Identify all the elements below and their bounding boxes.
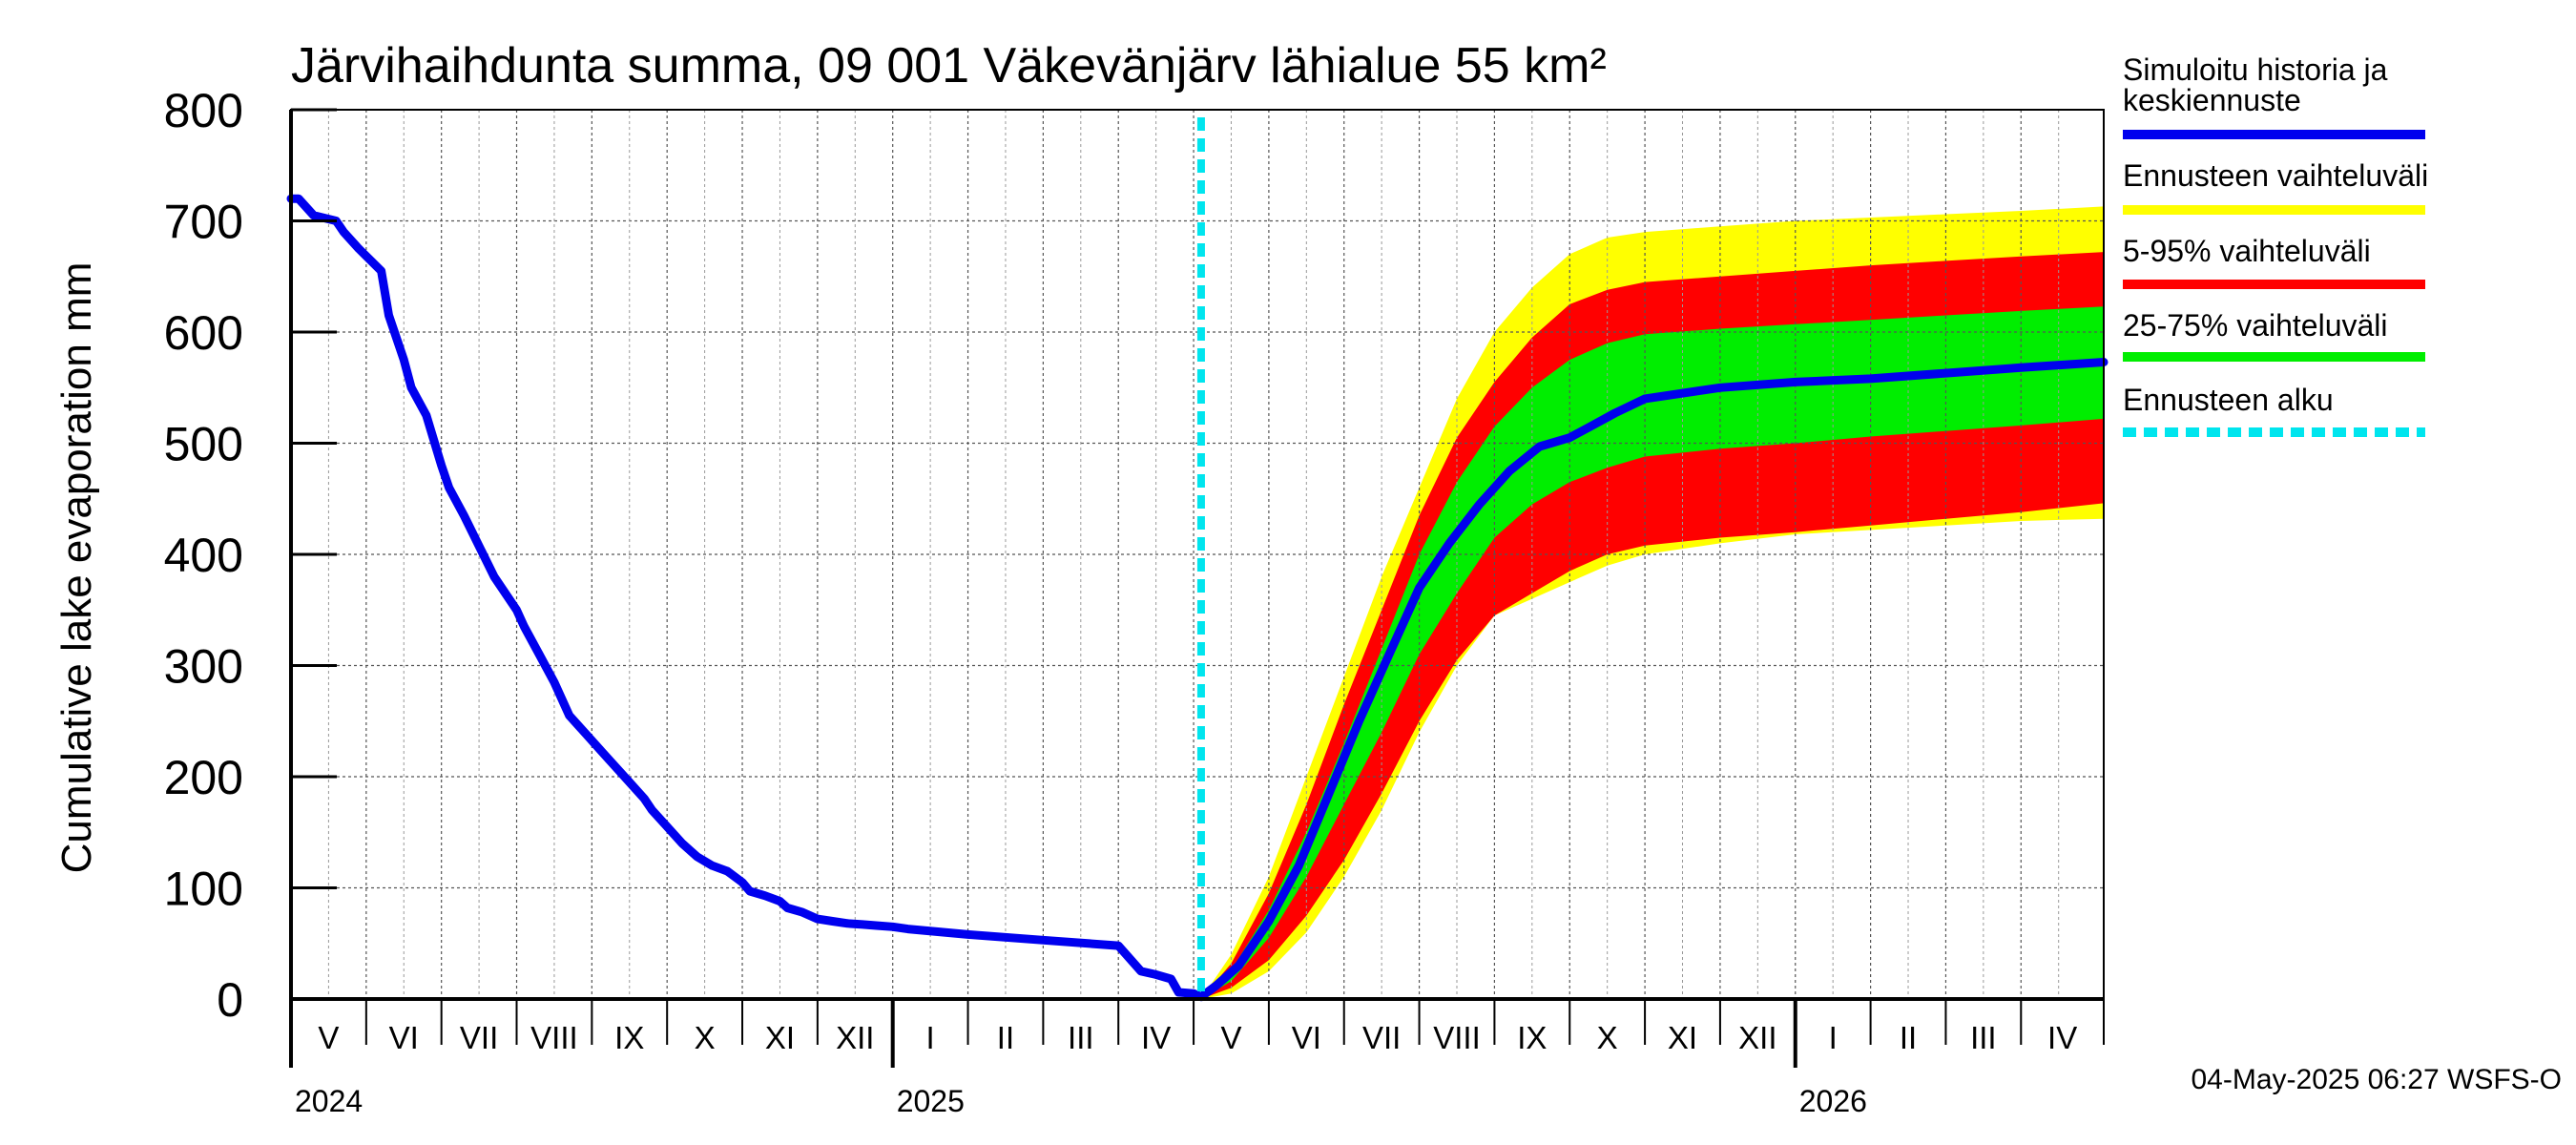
month-label: VII	[460, 1020, 498, 1055]
month-label: III	[1970, 1020, 1997, 1055]
y-tick-label: 100	[164, 863, 243, 916]
legend-label: Ennusteen alku	[2123, 383, 2334, 417]
y-tick-label: 500	[164, 418, 243, 471]
y-tick-label: 400	[164, 529, 243, 582]
month-label: X	[1597, 1020, 1618, 1055]
month-label: VIII	[530, 1020, 578, 1055]
month-label: VI	[1292, 1020, 1321, 1055]
month-label: V	[318, 1020, 339, 1055]
y-tick-label: 300	[164, 640, 243, 694]
y-tick-label: 200	[164, 751, 243, 804]
legend-label: 25-75% vaihteluväli	[2123, 308, 2388, 343]
month-label: IV	[1141, 1020, 1171, 1055]
legend-label: Ennusteen vaihteluväli	[2123, 158, 2428, 193]
month-label: VI	[389, 1020, 419, 1055]
chart-title: Järvihaihdunta summa, 09 001 Väkevänjärv…	[291, 38, 1607, 94]
month-label: II	[997, 1020, 1014, 1055]
forecast-bands	[1200, 206, 2104, 1000]
month-label: I	[1829, 1020, 1838, 1055]
y-tick-label: 800	[164, 84, 243, 137]
month-label: IX	[1517, 1020, 1547, 1055]
month-label: VII	[1362, 1020, 1401, 1055]
legend-label: 5-95% vaihteluväli	[2123, 234, 2371, 268]
y-tick-label: 0	[217, 973, 243, 1027]
month-label: II	[1900, 1020, 1917, 1055]
y-tick-label: 600	[164, 306, 243, 360]
month-label: IX	[614, 1020, 644, 1055]
month-label: IV	[2047, 1020, 2077, 1055]
month-label: III	[1068, 1020, 1094, 1055]
month-label: XI	[765, 1020, 795, 1055]
band-1	[1200, 252, 2104, 1000]
y-tick-label: 700	[164, 196, 243, 249]
footer-timestamp: 04-May-2025 06:27 WSFS-O	[2192, 1064, 2563, 1095]
legend-label: keskiennuste	[2123, 83, 2301, 117]
month-label: XI	[1668, 1020, 1697, 1055]
year-label: 2026	[1799, 1084, 1867, 1118]
series-lines	[286, 117, 2109, 1002]
band-2	[1200, 306, 2104, 999]
month-label: XII	[1738, 1020, 1776, 1055]
month-label: XII	[836, 1020, 874, 1055]
month-label: X	[695, 1020, 716, 1055]
mean-line	[286, 194, 2109, 1002]
legend-label: Simuloitu historia ja	[2123, 52, 2388, 87]
year-label: 2024	[295, 1084, 363, 1118]
month-label: I	[926, 1020, 935, 1055]
y-axis-label: Cumulative lake evaporation mm	[53, 262, 100, 874]
month-label: VIII	[1433, 1020, 1481, 1055]
month-label: V	[1220, 1020, 1241, 1055]
year-label: 2025	[897, 1084, 965, 1118]
